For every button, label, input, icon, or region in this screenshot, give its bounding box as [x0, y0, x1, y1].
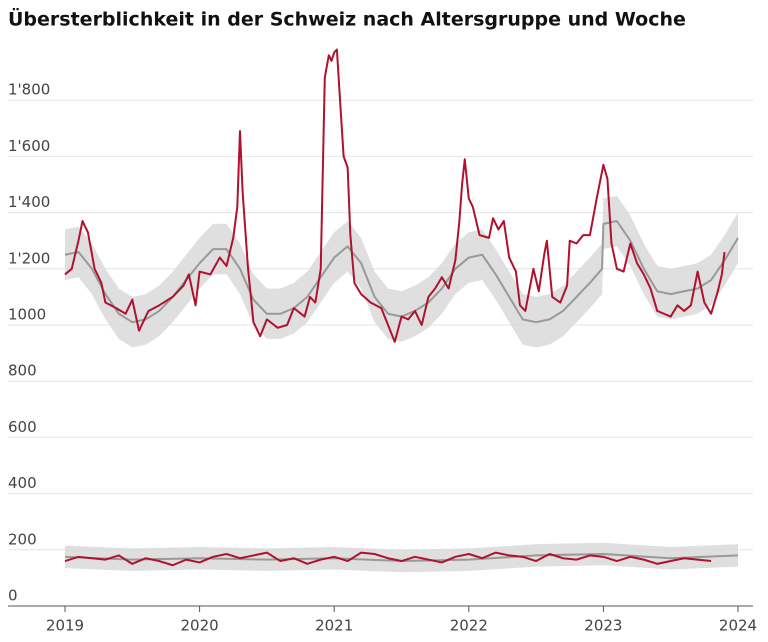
x-tick-label: 2022 [450, 617, 488, 635]
line [64, 48, 726, 343]
line [64, 551, 712, 567]
y-tick-label: 1'400 [8, 193, 50, 211]
x-tick-label: 2019 [46, 617, 84, 635]
y-tick-label: 800 [8, 362, 37, 380]
x-tick-label: 2020 [181, 617, 219, 635]
y-tick-label: 1000 [8, 306, 46, 324]
y-tick-label: 1'200 [8, 249, 50, 267]
plot [64, 48, 739, 573]
y-tick-label: 1'600 [8, 137, 50, 155]
x-tick-label: 2021 [315, 617, 353, 635]
y-tick-label: 200 [8, 530, 37, 548]
x-tick-label: 2023 [584, 617, 622, 635]
y-tick-label: 400 [8, 474, 37, 492]
chart-title: Übersterblichkeit in der Schweiz nach Al… [8, 7, 686, 31]
y-tick-label: 1'800 [8, 81, 50, 99]
x-tick-label: 2024 [719, 617, 757, 635]
y-tick-label: 0 [8, 587, 18, 605]
band [65, 542, 738, 573]
y-tick-label: 600 [8, 418, 37, 436]
